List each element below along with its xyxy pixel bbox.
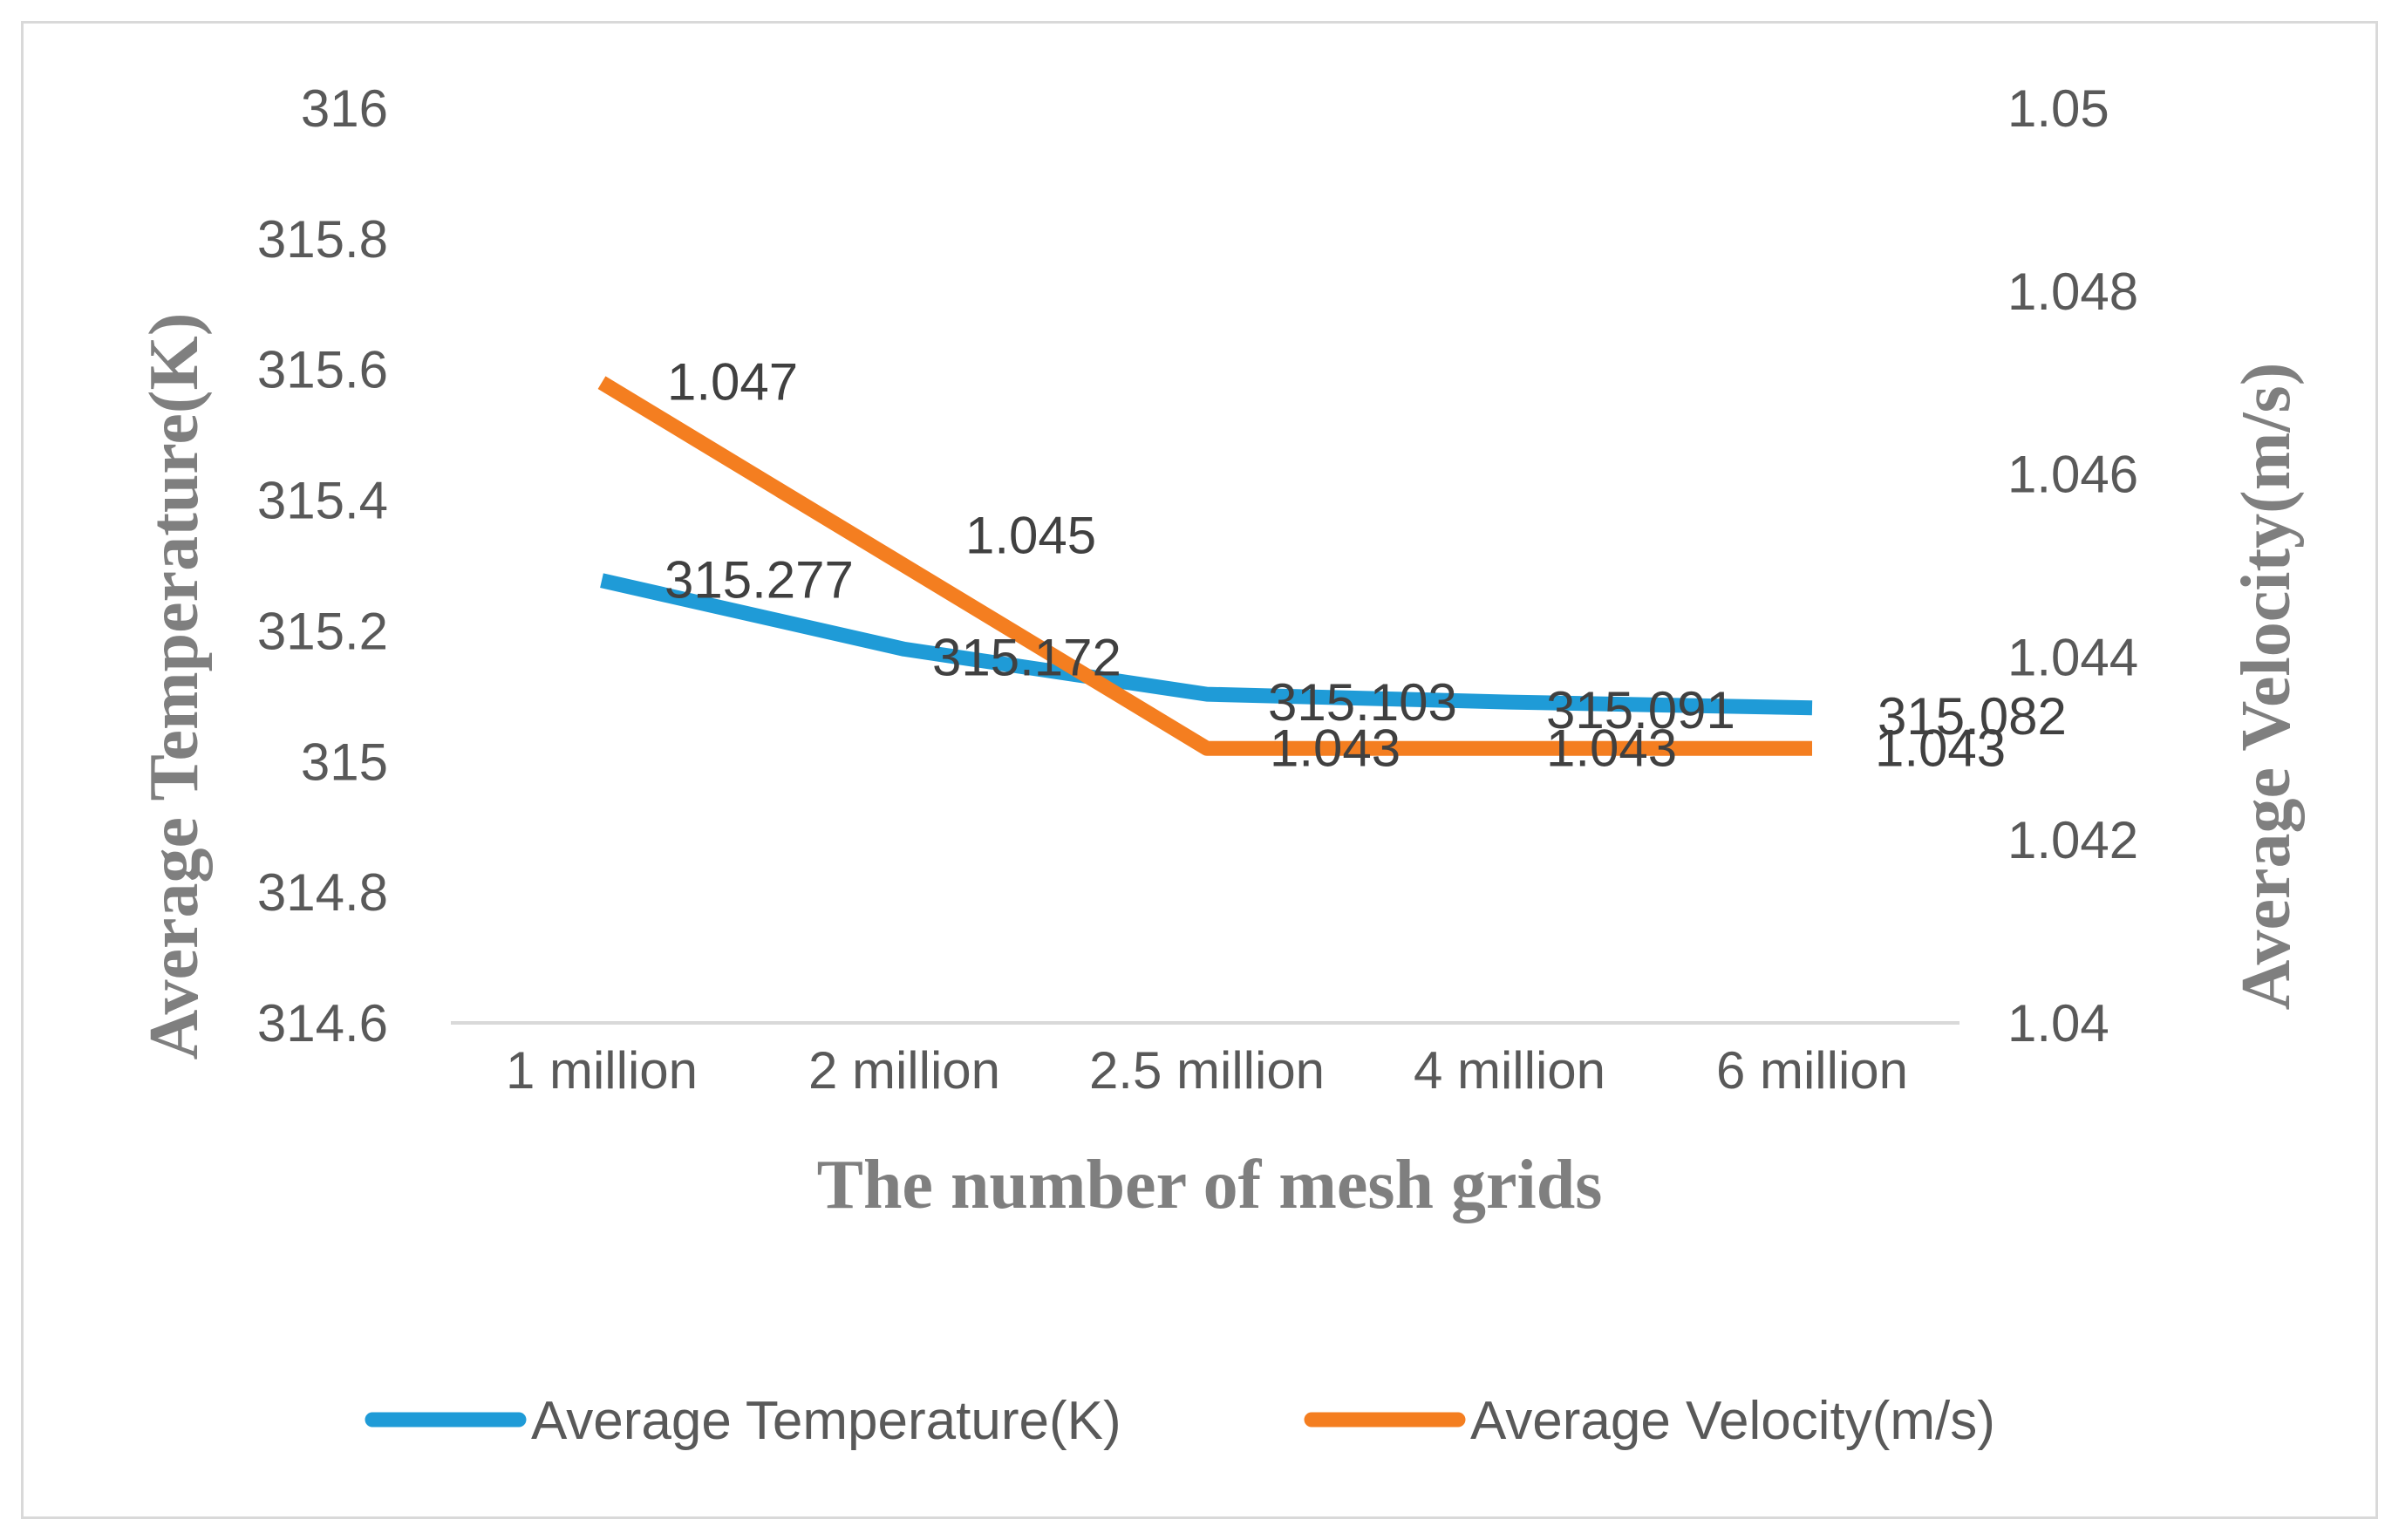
data-point-temperature	[1811, 707, 1813, 709]
x-tick-label: 1 million	[506, 1041, 698, 1100]
legend-label-velocity: Average Velocity(m/s)	[1470, 1391, 1995, 1451]
series-layer	[597, 376, 1813, 756]
y-right-tick-label: 1.044	[2007, 628, 2138, 686]
y-left-tick-label: 315.4	[257, 472, 388, 530]
y-right-tick-label: 1.046	[2007, 446, 2138, 504]
data-label-velocity: 1.043	[1546, 719, 1677, 777]
data-label-velocity: 1.047	[667, 353, 798, 412]
chart-frame: 314.6 314.8 315 315.2 315.4 315.6 315.8 316 1.04…	[21, 21, 2378, 1519]
data-label-temperature: 315.172	[932, 628, 1121, 686]
x-axis-title: The number of mesh grids	[817, 1147, 1603, 1223]
data-point-temperature	[601, 580, 603, 582]
data-point-temperature	[1206, 693, 1208, 695]
data-label-temperature: 315.277	[664, 551, 854, 610]
y-left-tick-label: 316	[301, 79, 388, 138]
y-right-tick-label: 1.04	[2007, 994, 2109, 1053]
legend: Average Temperature(K) Average Velocity(m…	[365, 1391, 1995, 1451]
data-label-velocity: 1.043	[1270, 719, 1401, 777]
y-left-tick-label: 314.8	[257, 863, 388, 922]
data-point-temperature	[903, 648, 905, 650]
axes-layer: 314.6 314.8 315 315.2 315.4 315.6 315.8 316 1.04…	[136, 79, 2305, 1223]
data-label-temperature: 315.103	[1268, 673, 1457, 732]
x-tick-label: 2.5 million	[1089, 1041, 1325, 1100]
y-left-tick-label: 315.8	[257, 210, 388, 269]
x-tick-label: 6 million	[1716, 1041, 1908, 1100]
y-left-tick-label: 315	[301, 733, 388, 791]
data-point-velocity	[1206, 747, 1208, 749]
data-label-temperature: 315.091	[1546, 681, 1735, 739]
data-point-velocity	[601, 382, 603, 384]
data-label-temperature: 315.082	[1878, 687, 2067, 746]
data-labels-layer: 315.277 315.172 315.103 315.091 315.082 1.047…	[664, 353, 2067, 778]
y-left-tick-label: 314.6	[257, 994, 388, 1053]
data-label-velocity: 1.045	[965, 507, 1096, 565]
data-point-velocity	[1811, 747, 1813, 749]
x-tick-label: 4 million	[1414, 1041, 1605, 1100]
y-right-axis-title: Average Velocity(m/s)	[2228, 363, 2305, 1011]
legend-label-temperature: Average Temperature(K)	[531, 1391, 1121, 1451]
data-point-velocity	[903, 565, 905, 567]
y-left-axis-title: Average Temperature(K)	[136, 313, 213, 1060]
series-line-velocity	[597, 376, 1812, 756]
data-label-velocity: 1.043	[1875, 719, 2006, 777]
x-tick-label: 2 million	[808, 1041, 1000, 1100]
y-right-tick-label: 1.05	[2007, 79, 2109, 138]
y-right-tick-label: 1.048	[2007, 262, 2138, 321]
line-chart: 314.6 314.8 315 315.2 315.4 315.6 315.8 316 1.04…	[136, 79, 2305, 1451]
y-right-tick-label: 1.042	[2007, 811, 2138, 869]
data-point-velocity	[1509, 747, 1510, 749]
y-left-tick-label: 315.2	[257, 602, 388, 660]
series-line-temperature	[600, 573, 1813, 716]
y-left-tick-label: 315.6	[257, 341, 388, 399]
data-point-temperature	[1509, 701, 1510, 703]
